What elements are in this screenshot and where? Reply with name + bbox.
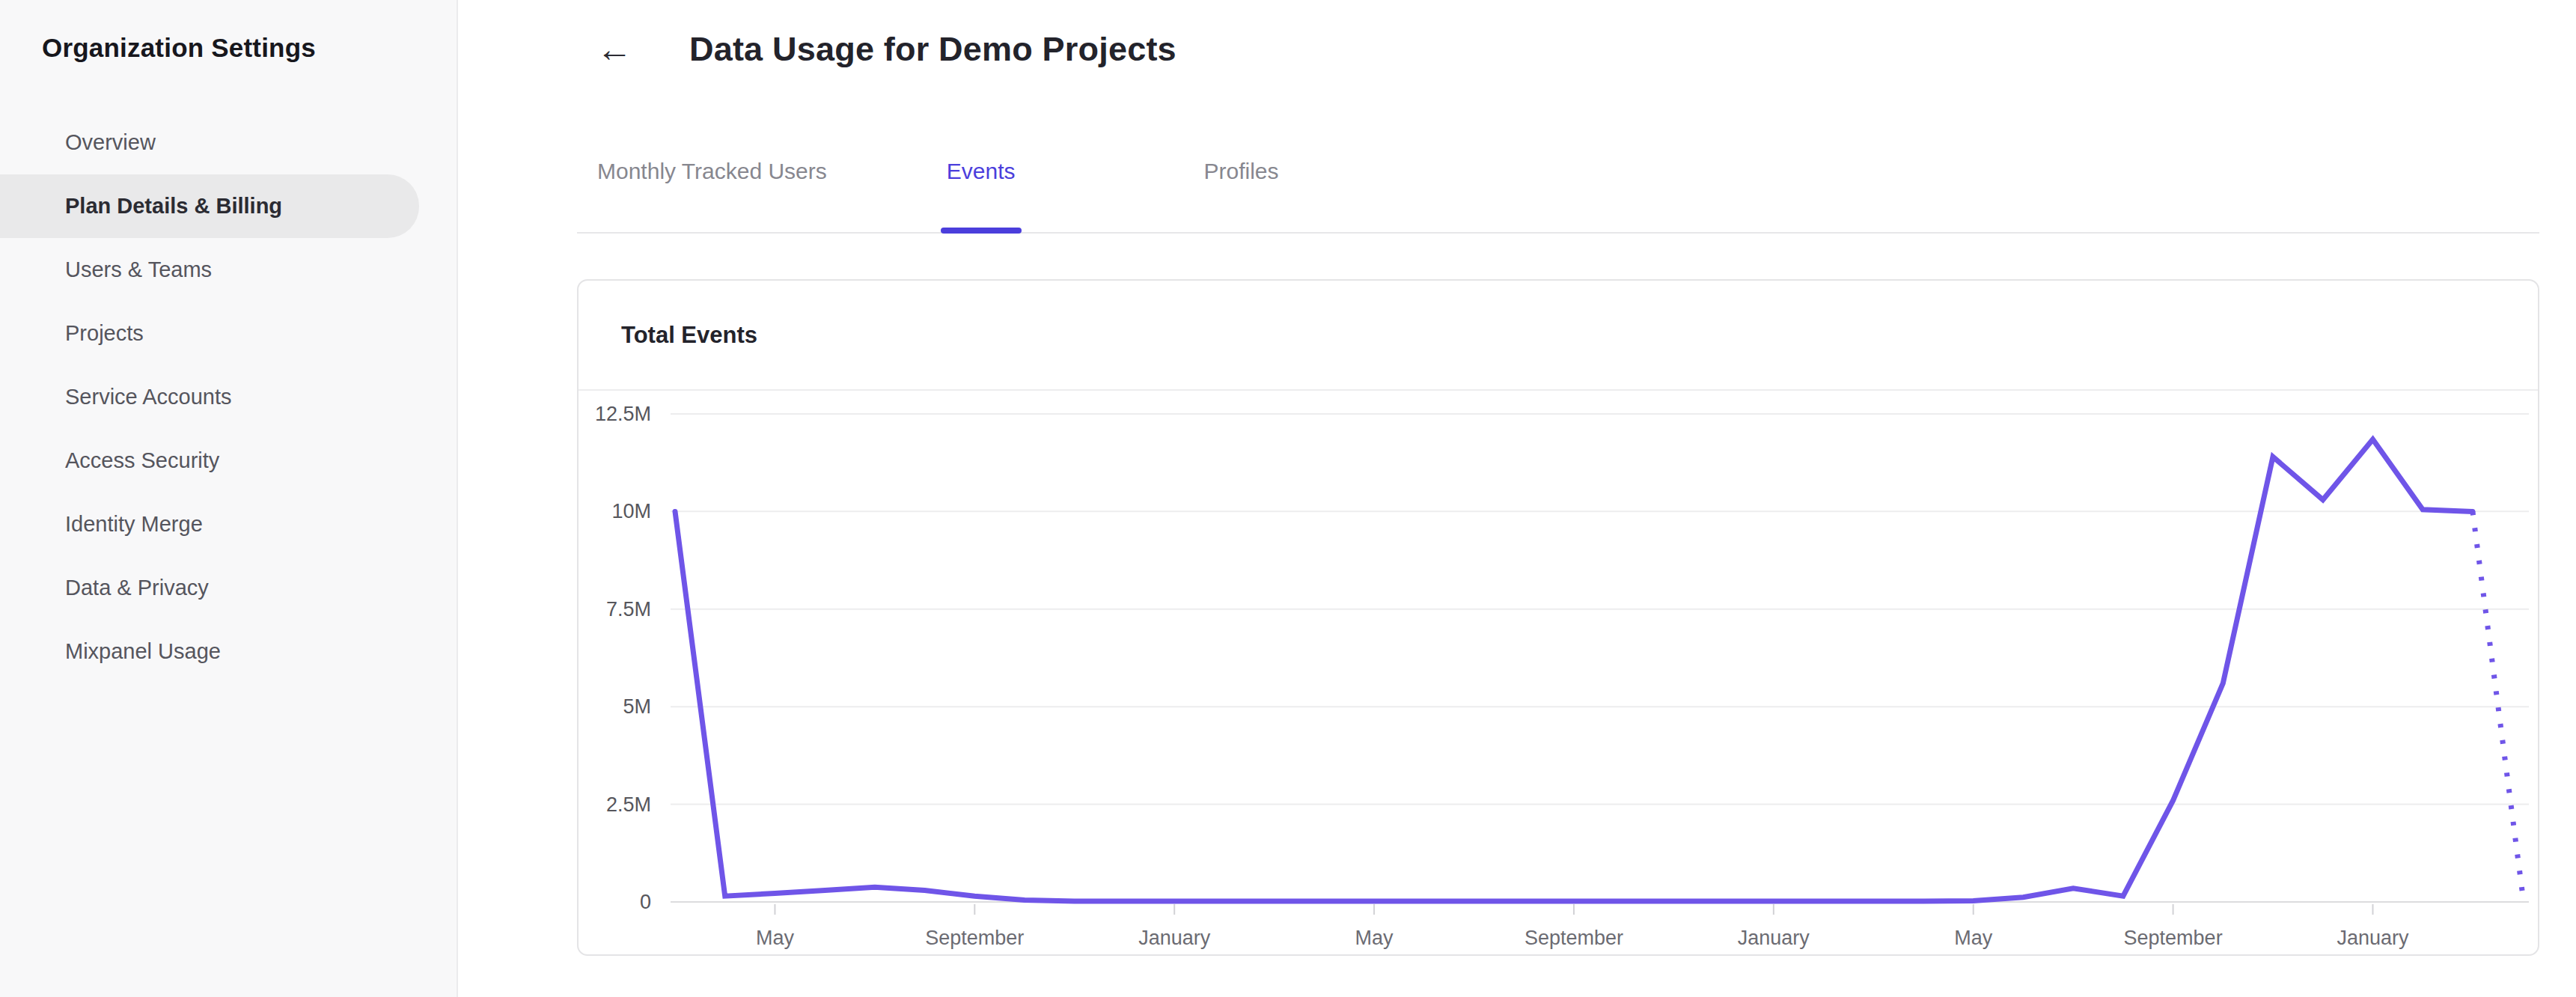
- tab-monthly-tracked-users[interactable]: Monthly Tracked Users: [597, 159, 827, 232]
- tab-profiles[interactable]: Profiles: [1204, 159, 1279, 232]
- sidebar-item-identity-merge[interactable]: Identity Merge: [0, 493, 457, 556]
- x-axis-label: September: [925, 927, 1024, 949]
- total-events-card: Total Events 12.5M 10M 7.5M 5M 2.5M 0 May Septe…: [577, 279, 2539, 956]
- y-axis-label: 5M: [623, 695, 651, 718]
- x-axis-label: May: [756, 927, 795, 949]
- events-chart[interactable]: 12.5M 10M 7.5M 5M 2.5M 0 May September January Ma…: [579, 391, 2538, 954]
- page-title: Data Usage for Demo Projects: [689, 30, 1176, 69]
- x-axis-label: September: [1524, 927, 1623, 949]
- events-line-projected: [2473, 511, 2523, 894]
- y-axis-label: 7.5M: [606, 598, 651, 621]
- sidebar-item-service-accounts[interactable]: Service Accounts: [0, 365, 457, 429]
- y-axis-label: 2.5M: [606, 793, 651, 816]
- tab-events[interactable]: Events: [947, 159, 1016, 232]
- sidebar-nav: OverviewPlan Details & BillingUsers & Te…: [0, 111, 457, 683]
- tabs-bar: Monthly Tracked Users Events Profiles: [577, 159, 2539, 234]
- x-axis-label: January: [1738, 927, 1810, 949]
- sidebar-item-plan-details-billing[interactable]: Plan Details & Billing: [0, 174, 419, 238]
- tabs: Monthly Tracked Users Events Profiles: [577, 159, 2539, 232]
- events-line: [675, 439, 2473, 901]
- sidebar-item-projects[interactable]: Projects: [0, 302, 457, 365]
- y-axis-label: 12.5M: [595, 403, 651, 425]
- page-header: ← Data Usage for Demo Projects: [593, 28, 1176, 70]
- sidebar-item-access-security[interactable]: Access Security: [0, 429, 457, 493]
- sidebar-title: Organization Settings: [42, 33, 316, 63]
- x-axis-label: September: [2124, 927, 2223, 949]
- sidebar-item-mixpanel-usage[interactable]: Mixpanel Usage: [0, 620, 457, 683]
- x-axis-label: January: [2337, 927, 2409, 949]
- y-axis-label: 10M: [611, 500, 651, 522]
- chart-box: 12.5M 10M 7.5M 5M 2.5M 0 May September January Ma…: [579, 391, 2538, 954]
- card-header: Total Events: [579, 281, 2538, 391]
- sidebar-item-overview[interactable]: Overview: [0, 111, 457, 174]
- card-title: Total Events: [621, 322, 757, 349]
- back-arrow-icon[interactable]: ←: [593, 28, 635, 70]
- y-axis-label: 0: [640, 891, 651, 913]
- x-axis-label: May: [1954, 927, 1993, 949]
- sidebar-item-data-privacy[interactable]: Data & Privacy: [0, 556, 457, 620]
- x-axis-label: January: [1138, 927, 1211, 949]
- content-area: ← Data Usage for Demo Projects Monthly T…: [460, 0, 2576, 997]
- sidebar-item-users-teams[interactable]: Users & Teams: [0, 238, 457, 302]
- x-axis-label: May: [1355, 927, 1394, 949]
- sidebar: Organization Settings OverviewPlan Detai…: [0, 0, 458, 997]
